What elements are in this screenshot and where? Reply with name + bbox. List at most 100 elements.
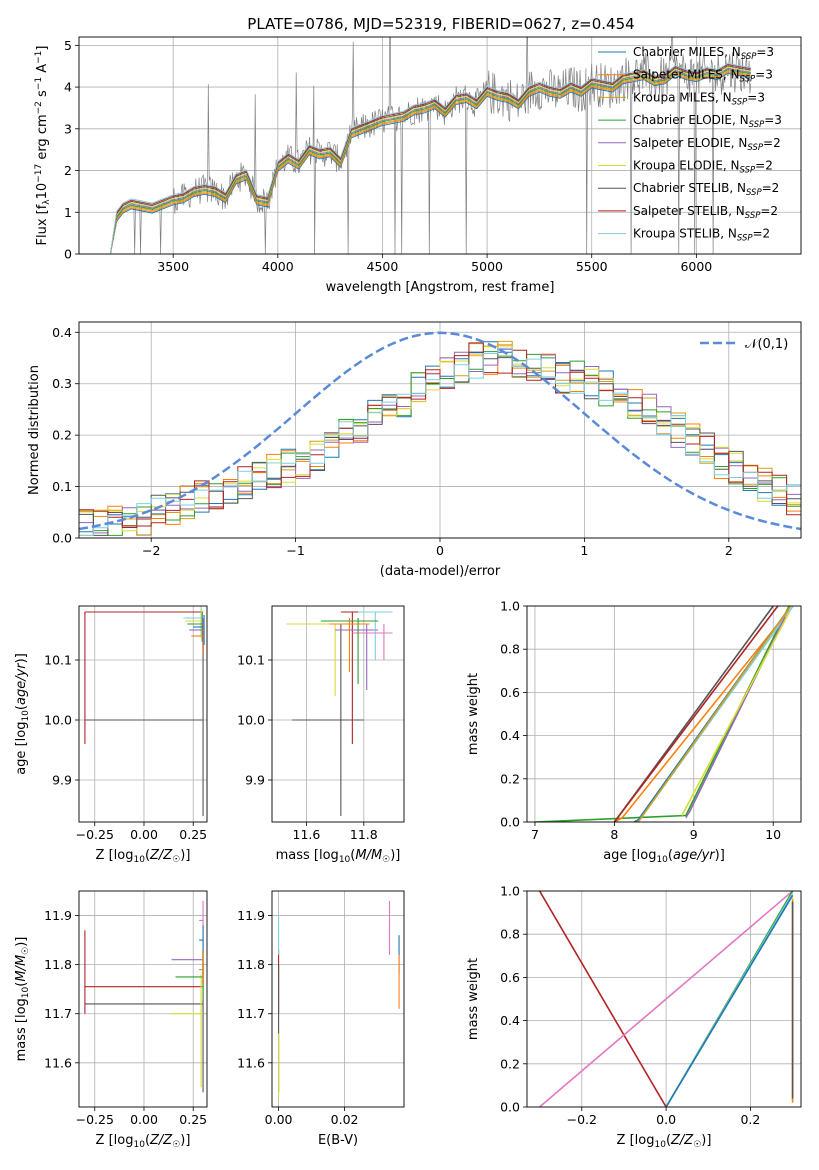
spectrum-plot-xtick-label: 4000: [262, 259, 294, 274]
age-vs-metallicity-xtick-label: 0.00: [130, 827, 158, 842]
normal-legend-label: 𝒩(0,1): [745, 337, 788, 352]
age-vs-metallicity-xtick-label: 0.25: [179, 827, 207, 842]
mass-weight-vs-metallicity-ytick-label: 1.0: [500, 884, 520, 899]
mass-vs-ebv-plot: [278, 900, 400, 1098]
age-vs-metallicity-plot: [84, 606, 205, 816]
mass-vs-metallicity-plot: [84, 900, 204, 1093]
mass-weight-vs-metallicity-ytick-label: 0.8: [500, 927, 520, 942]
mass-weight-curve: [665, 894, 794, 1107]
mass-vs-metallicity-ytick-label: 11.6: [44, 1055, 72, 1070]
mass-vs-metallicity: −0.25 0.00 0.25 11.6 11.7 11.8 11.9 Z [log10(Z/…: [14, 890, 208, 1150]
mass-weight-curve: [613, 606, 779, 822]
mass-vs-ebv-ytick-label: 11.6: [237, 1055, 265, 1070]
residual-histogram-xtick-label: 0: [436, 543, 444, 558]
mass-weight-vs-age: 7 8 9 10 0.0 0.2 0.4 0.6 0.8 1.0 age [log10(age/yr…: [466, 599, 802, 865]
spectrum-plot-xtick-label: 3500: [157, 259, 189, 274]
mass-weight-vs-age-frame: [526, 605, 802, 823]
spectrum-plot-ytick-label: 4: [64, 80, 72, 95]
spectrum-plot-frame: [78, 36, 802, 255]
spectrum-plot-ytick-label: 1: [64, 205, 72, 220]
legend-entry: Kroupa MILES, NSSP=3: [633, 90, 765, 107]
mass-weight-vs-age-xtick-label: 7: [531, 827, 539, 842]
age-vs-metallicity-ytick-label: 10.0: [44, 713, 72, 728]
legend-entry: Salpeter MILES, NSSP=3: [633, 68, 773, 85]
spectrum-plot-ytick-label: 2: [64, 163, 72, 178]
legend-entry: Kroupa ELODIE, NSSP=2: [633, 159, 773, 176]
massweight-z-xlabel: Z [log10(Z/Z☉)]: [617, 1133, 712, 1150]
legend-entry: Chabrier STELIB, NSSP=2: [633, 181, 779, 198]
spectrum-model-line: [109, 64, 751, 254]
age-z-xlabel: Z [log10(Z/Z☉)]: [96, 848, 191, 865]
spectrum-model-line: [109, 66, 751, 254]
spectrum-xlabel: wavelength [Angstrom, rest frame]: [326, 280, 555, 295]
residual-histogram-ytick-label: 0.1: [52, 479, 72, 494]
mass-weight-vs-metallicity-ytick-label: 0.6: [500, 970, 520, 985]
mass-vs-metallicity-xtick-label: 0.00: [130, 1112, 158, 1127]
mass-vs-metallicity-ytick-label: 11.9: [44, 908, 72, 923]
spectrum-ylabel: Flux [fλ10−17 erg cm−2 s−1 A−1]: [34, 46, 52, 246]
mass-weight-vs-metallicity-xtick-label: −0.2: [567, 1112, 597, 1127]
mass-vs-ebv-xtick-label: 0.00: [265, 1112, 293, 1127]
mass-vs-ebv-grid: [272, 891, 404, 1107]
figure-title: PLATE=0786, MJD=52319, FIBERID=0627, z=0…: [247, 15, 634, 33]
mass-z-ylabel: mass [log10(M/M☉)]: [14, 937, 31, 1062]
mass-weight-vs-age-ytick-label: 1.0: [500, 599, 520, 614]
mass-vs-ebv-ytick-label: 11.8: [237, 957, 265, 972]
age-vs-mass-xtick-label: 11.8: [350, 827, 378, 842]
residual-histogram-xtick-label: 1: [580, 543, 588, 558]
mass-weight-curve: [681, 612, 790, 816]
age-vs-metallicity: −0.25 0.00 0.25 9.9 10.0 10.1 Z [log10(Z/Z☉)] a…: [14, 605, 208, 865]
mass-weight-curve: [637, 606, 792, 822]
mass-weight-curve: [614, 609, 790, 822]
mass-z-xlabel: Z [log10(Z/Z☉)]: [96, 1133, 191, 1150]
mass-weight-curve: [538, 891, 667, 1107]
mass-vs-metallicity-xtick-label: −0.25: [76, 1112, 114, 1127]
mass-weight-vs-metallicity-ytick-label: 0.2: [500, 1056, 520, 1071]
spectrum-plot-xtick-label: 5500: [576, 259, 608, 274]
mass-weight-vs-metallicity-plot: [538, 891, 794, 1107]
histogram-xlabel: (data-model)/error: [380, 564, 501, 579]
residual-histogram-grid: [79, 322, 801, 539]
mass-weight-vs-age-grid: [527, 605, 801, 823]
mass-weight-vs-age-plot: [534, 606, 794, 822]
mass-weight-vs-age-ytick-label: 0.2: [500, 771, 520, 786]
spectrum-plot: 3500 4000 4500 5000 5500 6000 0 1 2 3 4 5 wavelength…: [34, 36, 802, 295]
mass-ebv-xlabel: E(B-V): [318, 1133, 358, 1148]
residual-histogram-ytick-label: 0.3: [52, 376, 72, 391]
spectrum-model-line: [109, 62, 751, 254]
spectrum-plot-ytick-label: 0: [64, 247, 72, 262]
mass-vs-metallicity-ytick-label: 11.7: [44, 1006, 72, 1021]
normal-curve: [79, 331, 801, 531]
mass-weight-vs-age-xtick-label: 9: [690, 827, 698, 842]
residual-histogram-ytick-label: 0.2: [52, 428, 72, 443]
spectrum-model-line: [109, 67, 751, 254]
mass-weight-vs-metallicity-frame: [526, 890, 802, 1108]
histogram-ylabel: Normed distribution: [27, 365, 42, 495]
legend-entry: Chabrier MILES, NSSP=3: [633, 45, 774, 62]
spectrum-plot-ytick-label: 5: [64, 38, 72, 53]
mass-vs-metallicity-frame: [78, 890, 208, 1108]
histogram-step: [79, 342, 801, 528]
mass-vs-metallicity-grid: [79, 891, 207, 1107]
mass-weight-vs-age-ytick-label: 0.6: [500, 685, 520, 700]
spectrum-model-line: [109, 72, 751, 254]
spectrum-plot-ytick-label: 3: [64, 121, 72, 136]
age-vs-mass-ytick-label: 9.9: [245, 773, 265, 788]
age-vs-metallicity-frame: [78, 605, 208, 823]
mass-weight-vs-age-ytick-label: 0.8: [500, 642, 520, 657]
mass-weight-curve: [539, 891, 794, 1107]
mass-vs-metallicity-ytick-label: 11.8: [44, 957, 72, 972]
massweight-age-ylabel: mass weight: [466, 673, 481, 755]
age-vs-mass-plot: [286, 611, 393, 816]
age-vs-mass-frame: [271, 605, 405, 823]
residual-histogram-ytick-label: 0.4: [52, 325, 72, 340]
spectrum-model-line: [109, 69, 751, 254]
spectrum-plot-xtick-label: 6000: [680, 259, 712, 274]
mass-vs-ebv-frame: [271, 890, 405, 1108]
mass-weight-vs-age-xtick-label: 8: [610, 827, 618, 842]
residual-histogram-xtick-label: 2: [725, 543, 733, 558]
spectrum-model-line: [109, 65, 751, 254]
mass-weight-vs-age-ytick-label: 0.0: [500, 815, 520, 830]
age-vs-mass-ytick-label: 10.1: [237, 653, 265, 668]
